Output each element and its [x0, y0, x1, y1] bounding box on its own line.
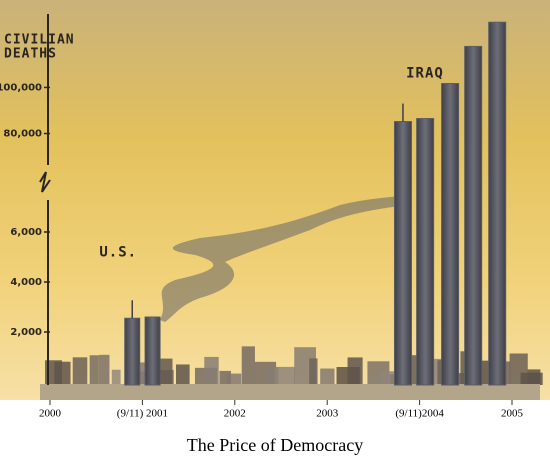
axis-break	[39, 171, 51, 193]
smoke	[160, 196, 400, 322]
chart-title: The Price of Democracy	[187, 435, 363, 455]
building	[347, 357, 363, 385]
building	[274, 366, 295, 385]
tower	[144, 316, 161, 386]
tower	[488, 21, 507, 386]
building	[527, 369, 541, 385]
y-label: CIVILIAN	[4, 33, 75, 48]
x-tick-label: 2002	[224, 408, 246, 420]
building	[72, 357, 88, 385]
building	[219, 370, 231, 385]
y-tick-label: 4,000	[10, 277, 42, 288]
building	[54, 361, 71, 385]
series-label: IRAQ	[406, 66, 444, 82]
building	[241, 346, 255, 385]
x-tick-label: 2000	[39, 408, 62, 420]
tower	[416, 118, 435, 386]
x-tick-label: 2005	[501, 408, 524, 420]
building	[204, 356, 219, 385]
x-tick-label: (9/11) 2001	[117, 408, 168, 420]
building	[176, 364, 190, 385]
y-tick-label: 80,000	[3, 129, 42, 140]
y-label: DEATHS	[4, 47, 57, 62]
tower	[393, 121, 412, 386]
y-tick-label: 100,000	[0, 82, 42, 93]
building	[159, 358, 173, 385]
ground	[40, 384, 540, 400]
building	[309, 358, 318, 385]
x-tick-label: 2003	[316, 408, 339, 420]
y-tick-label: 6,000	[10, 227, 42, 238]
building	[320, 368, 335, 385]
series-label: U.S.	[99, 244, 137, 260]
x-tick-label: (9/11)2004	[395, 408, 444, 420]
y-tick-label: 2,000	[10, 327, 42, 338]
tower	[464, 45, 483, 386]
building	[111, 369, 121, 385]
building	[89, 355, 99, 385]
tower	[124, 317, 141, 386]
building	[226, 373, 242, 385]
building	[266, 367, 279, 385]
building	[98, 354, 110, 385]
tower	[441, 83, 460, 386]
